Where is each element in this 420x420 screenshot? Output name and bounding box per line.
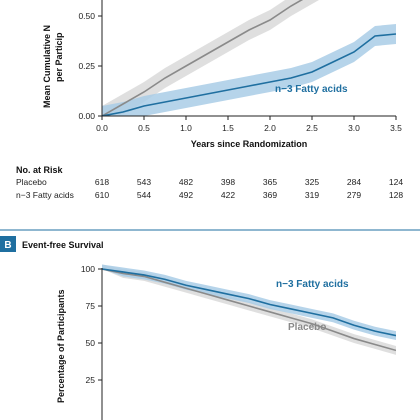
panel-a-x-tick-label: 2.5	[306, 123, 318, 133]
panel-a-x-axis-title: Years since Randomization	[191, 139, 308, 149]
panel-a-x-tick-label: 0.0	[96, 123, 108, 133]
panel-a-x-tick-label: 3.0	[348, 123, 360, 133]
panel-a-y-tick-label: 0.00	[78, 111, 95, 121]
risk-row-label-placebo: Placebo	[16, 177, 47, 187]
risk-row-label-n3: n−3 Fatty acids	[16, 190, 74, 200]
panel-b-band-placebo	[102, 264, 396, 355]
risk-cell: 325	[305, 177, 319, 187]
panel-a-y-tick-label: 0.50	[78, 11, 95, 21]
risk-cell: 482	[179, 177, 193, 187]
risk-cell: 365	[263, 177, 277, 187]
panel-a-x-tick-label: 0.5	[138, 123, 150, 133]
risk-cell: 124	[389, 177, 403, 187]
panel-b-y-tick-label: 50	[86, 338, 96, 348]
panel-b-line-placebo	[102, 268, 396, 352]
panel-a-y-axis-title-line2: per Particip	[54, 32, 64, 82]
risk-cell: 284	[347, 177, 361, 187]
panel-a-y-axis-title-line1: Mean Cumulative N	[42, 25, 52, 108]
panel-a-cumulative-events: Mean Cumulative N per Particip 0.00 0.25 0…	[42, 0, 402, 149]
panel-b-band-n3	[102, 264, 396, 341]
risk-table: No. at Risk Placebo n−3 Fatty acids 618 5…	[16, 165, 403, 200]
risk-cell: 618	[95, 177, 109, 187]
panel-a-x-tick-label: 1.5	[222, 123, 234, 133]
risk-cell: 128	[389, 190, 403, 200]
panel-b-y-axis-title: Percentage of Participants	[56, 289, 66, 403]
panel-a-line-placebo	[102, 0, 304, 116]
panel-b-event-free-survival: B Event-free Survival Percentage of Part…	[0, 229, 420, 420]
panel-a-label-n3: n−3 Fatty acids	[275, 84, 348, 95]
panel-a-x-tick-label: 1.0	[180, 123, 192, 133]
panel-b-label-n3: n−3 Fatty acids	[276, 279, 349, 290]
panel-a-x-tick-label: 3.5	[390, 123, 402, 133]
risk-cell: 492	[179, 190, 193, 200]
panel-b-y-tick-label: 25	[86, 375, 96, 385]
panel-a-band-placebo	[102, 0, 319, 116]
panel-b-letter-box	[0, 236, 16, 252]
panel-a-line-n3	[102, 33, 396, 116]
panel-b-y-tick-label: 75	[86, 301, 96, 311]
panel-b-title: Event-free Survival	[22, 240, 104, 250]
panel-b-letter: B	[4, 240, 11, 251]
risk-cell: 543	[137, 177, 151, 187]
risk-cell: 544	[137, 190, 151, 200]
risk-cell: 279	[347, 190, 361, 200]
panel-b-line-n3	[102, 268, 396, 337]
risk-table-title: No. at Risk	[16, 165, 64, 175]
risk-cell: 369	[263, 190, 277, 200]
panel-b-label-placebo: Placebo	[288, 322, 326, 333]
panel-a-x-tick-label: 2.0	[264, 123, 276, 133]
panel-a-y-tick-label: 0.25	[78, 61, 95, 71]
risk-cell: 422	[221, 190, 235, 200]
risk-cell: 610	[95, 190, 109, 200]
panel-a-band-n3	[102, 24, 396, 116]
risk-cell: 319	[305, 190, 319, 200]
risk-cell: 398	[221, 177, 235, 187]
panel-b-y-tick-label: 100	[81, 264, 95, 274]
